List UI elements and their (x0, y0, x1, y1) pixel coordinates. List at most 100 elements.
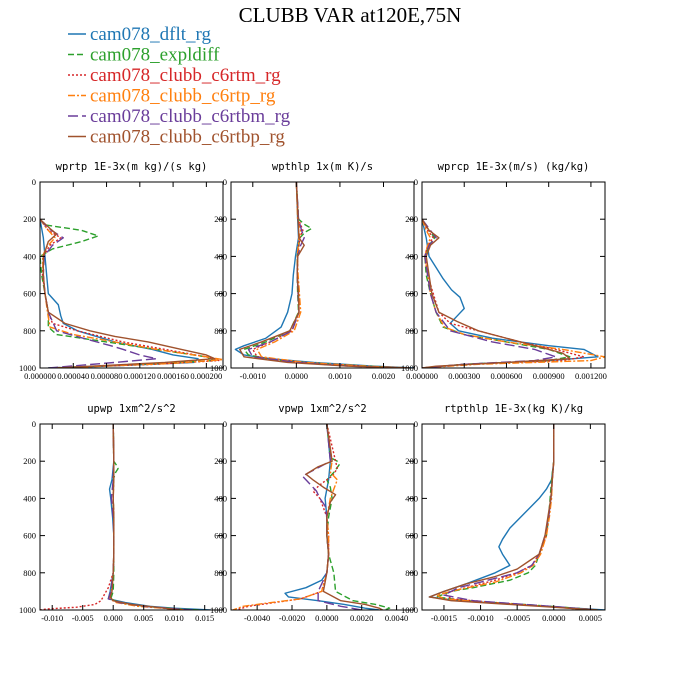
series-line-cam078_clubb_c6rtbp_rg (40, 218, 216, 368)
y-tick-label: 200 (23, 214, 36, 224)
series-line-cam078_clubb_c6rtp_rg (40, 218, 223, 368)
series-line-cam078_clubb_c6rtm_rg (443, 424, 591, 610)
panel-title: wprtp 1E-3x(m kg)/(s kg) (56, 161, 208, 173)
x-tick-label: 0.0000 (315, 613, 338, 623)
x-tick-label: 0.015 (195, 613, 214, 623)
legend-label-cam078_dflt_rg: cam078_dflt_rg (90, 24, 212, 45)
x-tick-label: 0.001200 (575, 371, 607, 381)
panel-6: rtpthlp 1E-3x(kg K)/kg 0 200 400 600 800 1000 -… (401, 403, 606, 623)
x-tick-label: 0.005 (134, 613, 153, 623)
y-tick-label: 800 (405, 326, 418, 336)
y-tick-label: 1000 (19, 605, 36, 615)
y-tick-label: 200 (214, 214, 227, 224)
panel-1: wprtp 1E-3x(m kg)/(s kg) 0 200 400 600 800 100… (19, 161, 224, 381)
legend-label-cam078_clubb_c6rtbp_rg: cam078_clubb_c6rtbp_rg (90, 127, 285, 148)
x-tick-label: 0.000600 (491, 371, 523, 381)
series-line-cam078_clubb_c6rtbm_rg (247, 182, 406, 368)
series-line-cam078_expldiff (243, 182, 406, 368)
series-line-cam078_clubb_c6rtp_rg (232, 424, 339, 610)
y-tick-label: 1000 (401, 363, 418, 373)
series-line-cam078_clubb_c6rtm_rg (252, 182, 406, 368)
series-line-cam078_dflt_rg (428, 424, 605, 610)
y-tick-label: 600 (214, 531, 227, 541)
y-tick-label: 0 (414, 177, 418, 187)
y-tick-label: 400 (23, 493, 36, 503)
plot-frame (39, 423, 224, 611)
legend-label-cam078_clubb_c6rtm_rg: cam078_clubb_c6rtm_rg (90, 65, 281, 86)
series-line-cam078_expldiff (110, 424, 199, 610)
y-tick-label: 0 (414, 419, 418, 429)
x-tick-label: 0.010 (165, 613, 184, 623)
y-tick-label: 600 (405, 289, 418, 299)
series-line-cam078_clubb_c6rtp_rg (108, 424, 187, 610)
y-tick-label: 400 (214, 251, 227, 261)
series-line-cam078_expldiff (435, 424, 598, 610)
x-tick-label: -0.0005 (504, 613, 530, 623)
y-tick-label: 400 (23, 251, 36, 261)
y-tick-label: 800 (214, 568, 227, 578)
y-tick-label: 400 (405, 251, 418, 261)
x-tick-label: 0.000000 (24, 371, 56, 381)
plot-frame (421, 423, 606, 611)
panel-title: rtpthlp 1E-3x(kg K)/kg (444, 403, 583, 415)
panel-2: wpthlp 1x(m K)/s 0 200 400 600 800 1000 -0.0010… (210, 161, 415, 381)
y-tick-label: 1000 (19, 363, 36, 373)
series-line-cam078_clubb_c6rtbm_rg (40, 218, 158, 368)
series-line-cam078_clubb_c6rtbp_rg (422, 218, 571, 368)
y-tick-label: 1000 (210, 363, 227, 373)
x-tick-label: 0.0020 (372, 371, 395, 381)
legend: cam078_dflt_rgcam078_expldiffcam078_club… (68, 24, 291, 148)
panel-5: vpwp 1xm^2/s^2 0 200 400 600 800 1000 -0.0040 -0… (210, 403, 415, 623)
y-tick-label: 0 (223, 177, 227, 187)
plot-frame (230, 181, 415, 369)
y-tick-label: 200 (214, 456, 227, 466)
x-tick-label: 0.000080 (91, 371, 123, 381)
y-tick-label: 0 (32, 419, 36, 429)
figure-title: CLUBB VAR at120E,75N (239, 3, 462, 27)
legend-label-cam078_clubb_c6rtp_rg: cam078_clubb_c6rtp_rg (90, 86, 276, 107)
x-tick-label: 0.000900 (533, 371, 565, 381)
panel-title: wprcp 1E-3x(m/s) (kg/kg) (438, 161, 590, 173)
x-tick-label: 0.0000 (542, 613, 565, 623)
legend-label-cam078_clubb_c6rtbm_rg: cam078_clubb_c6rtbm_rg (90, 106, 291, 127)
x-tick-label: 0.0040 (385, 613, 408, 623)
plot-frame (230, 423, 415, 611)
panel-3: wprcp 1E-3x(m/s) (kg/kg) 0 200 400 600 800 100… (401, 161, 607, 381)
plot-frame (39, 181, 224, 369)
series-line-cam078_clubb_c6rtbm_rg (422, 218, 557, 368)
x-tick-label: -0.0040 (244, 613, 270, 623)
y-tick-label: 800 (214, 326, 227, 336)
series-line-cam078_clubb_c6rtm_rg (40, 424, 115, 610)
y-tick-label: 400 (405, 493, 418, 503)
series-line-cam078_expldiff (326, 424, 391, 610)
series-line-cam078_clubb_c6rtp_rg (256, 182, 410, 368)
y-tick-label: 600 (405, 531, 418, 541)
series-line-cam078_clubb_c6rtbm_rg (301, 424, 362, 610)
x-tick-label: 0.000040 (57, 371, 89, 381)
y-tick-label: 800 (23, 568, 36, 578)
panels: wprtp 1E-3x(m kg)/(s kg) 0 200 400 600 800 100… (19, 161, 607, 623)
y-tick-label: 600 (214, 289, 227, 299)
x-tick-label: -0.0015 (431, 613, 457, 623)
panel-title: vpwp 1xm^2/s^2 (278, 403, 367, 415)
x-tick-label: 0.000120 (124, 371, 156, 381)
series-line-cam078_clubb_c6rtbm_rg (107, 424, 193, 610)
series-line-cam078_dflt_rg (284, 424, 380, 610)
series-line-cam078_clubb_c6rtbp_rg (428, 424, 598, 610)
series-line-cam078_clubb_c6rtp_rg (422, 218, 605, 368)
x-tick-label: 0.0005 (579, 613, 602, 623)
x-tick-label: 0.000160 (157, 371, 189, 381)
x-tick-label: 0.000300 (448, 371, 480, 381)
x-tick-label: 0.0000 (285, 371, 308, 381)
y-tick-label: 800 (23, 326, 36, 336)
series-line-cam078_clubb_c6rtp_rg (435, 424, 591, 610)
y-tick-label: 1000 (401, 605, 418, 615)
y-tick-label: 400 (214, 493, 227, 503)
y-tick-label: 0 (223, 419, 227, 429)
y-tick-label: 800 (405, 568, 418, 578)
series-line-cam078_dflt_rg (107, 424, 211, 610)
y-tick-label: 200 (405, 456, 418, 466)
x-tick-label: -0.0020 (279, 613, 305, 623)
x-tick-label: -0.010 (41, 613, 63, 623)
